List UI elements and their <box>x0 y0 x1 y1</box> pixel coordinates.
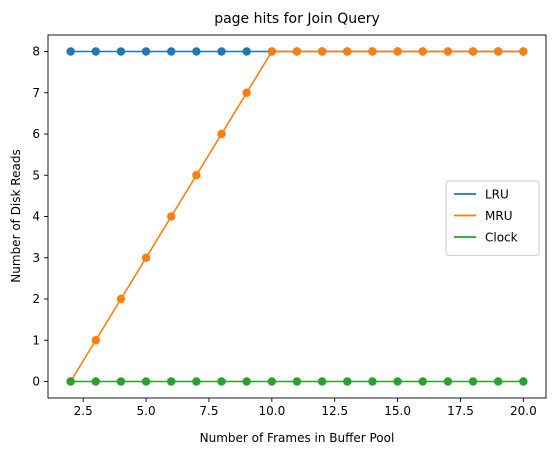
y-axis: 0 1 2 3 4 5 6 7 8 <box>32 45 48 389</box>
y-tick-label: 4 <box>32 210 40 224</box>
data-point-mru <box>293 47 301 55</box>
data-point-lru <box>167 47 175 55</box>
data-point-clock <box>469 377 477 385</box>
data-point-clock <box>393 377 401 385</box>
y-tick-label: 6 <box>32 127 40 141</box>
x-tick-label: 12.5 <box>321 404 348 418</box>
data-point-lru <box>92 47 100 55</box>
y-tick-label: 2 <box>32 292 40 306</box>
y-tick-label: 7 <box>32 86 40 100</box>
data-point-clock <box>217 377 225 385</box>
series-clock <box>66 377 527 385</box>
data-point-clock <box>66 377 74 385</box>
data-point-mru <box>117 295 125 303</box>
data-point-mru <box>368 47 376 55</box>
x-tick-label: 15.0 <box>384 404 411 418</box>
x-tick-label: 20.0 <box>510 404 537 418</box>
x-tick-label: 17.5 <box>447 404 474 418</box>
data-point-clock <box>368 377 376 385</box>
data-point-mru <box>217 130 225 138</box>
y-tick-label: 8 <box>32 45 40 59</box>
data-point-clock <box>519 377 527 385</box>
x-tick-label: 2.5 <box>74 404 93 418</box>
data-point-clock <box>142 377 150 385</box>
y-axis-label: Number of Disk Reads <box>9 149 23 282</box>
data-point-clock <box>117 377 125 385</box>
data-point-clock <box>242 377 250 385</box>
data-point-lru <box>217 47 225 55</box>
data-point-mru <box>242 89 250 97</box>
data-point-mru <box>469 47 477 55</box>
data-point-mru <box>268 47 276 55</box>
x-axis-label: Number of Frames in Buffer Pool <box>200 431 395 445</box>
data-point-mru <box>494 47 502 55</box>
data-point-mru <box>393 47 401 55</box>
y-tick-label: 1 <box>32 333 40 347</box>
data-point-lru <box>66 47 74 55</box>
data-point-clock <box>419 377 427 385</box>
legend: LRU MRU Clock <box>446 181 539 256</box>
y-tick-label: 5 <box>32 168 40 182</box>
data-point-clock <box>268 377 276 385</box>
x-tick-label: 5.0 <box>137 404 156 418</box>
legend-label-clock: Clock <box>485 231 518 245</box>
legend-label-lru: LRU <box>485 188 509 202</box>
data-point-mru <box>343 47 351 55</box>
data-point-mru <box>92 336 100 344</box>
x-tick-label: 10.0 <box>258 404 285 418</box>
data-point-mru <box>419 47 427 55</box>
x-tick-label: 7.5 <box>199 404 218 418</box>
data-point-clock <box>343 377 351 385</box>
data-point-mru <box>142 254 150 262</box>
data-point-clock <box>293 377 301 385</box>
data-point-clock <box>444 377 452 385</box>
data-point-lru <box>142 47 150 55</box>
data-point-mru <box>444 47 452 55</box>
data-point-mru <box>167 212 175 220</box>
x-axis: 2.5 5.0 7.5 10.0 12.5 15.0 17.5 20.0 <box>74 398 537 418</box>
data-point-clock <box>494 377 502 385</box>
data-point-lru <box>242 47 250 55</box>
data-point-clock <box>192 377 200 385</box>
data-point-clock <box>167 377 175 385</box>
legend-label-mru: MRU <box>485 209 512 223</box>
data-point-clock <box>318 377 326 385</box>
data-point-lru <box>192 47 200 55</box>
data-point-mru <box>519 47 527 55</box>
y-tick-label: 0 <box>32 375 40 389</box>
data-point-clock <box>92 377 100 385</box>
data-point-lru <box>117 47 125 55</box>
y-tick-label: 3 <box>32 251 40 265</box>
data-point-mru <box>192 171 200 179</box>
chart-title: page hits for Join Query <box>214 11 380 27</box>
data-point-mru <box>318 47 326 55</box>
